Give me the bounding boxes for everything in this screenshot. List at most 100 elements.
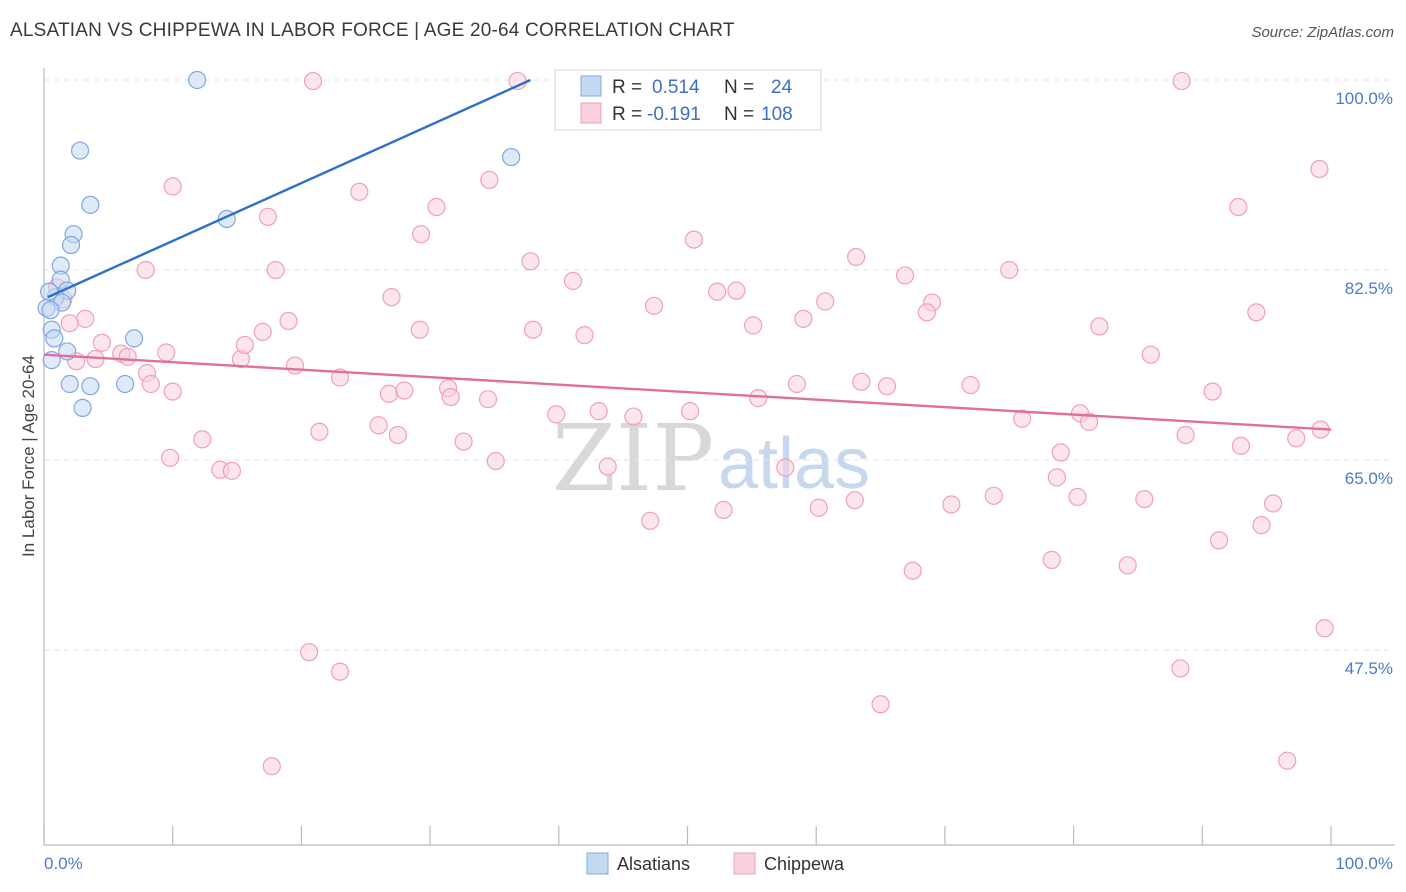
point-chippewa-31 bbox=[1090, 317, 1109, 336]
point-chippewa-58 bbox=[1079, 412, 1099, 432]
point-chippewa-35 bbox=[157, 343, 176, 362]
legend-label-alsatians: Alsatians bbox=[617, 854, 690, 874]
point-chippewa-62 bbox=[161, 448, 180, 467]
point-chippewa-30 bbox=[794, 309, 813, 328]
point-chippewa-8 bbox=[427, 197, 446, 217]
stats-n-label-chippewa: N = bbox=[724, 104, 754, 125]
point-chippewa-82 bbox=[300, 643, 319, 662]
stats-box: R = 0.514 N = 24 R = -0.191 N = 108 bbox=[554, 69, 822, 131]
point-chippewa-50 bbox=[680, 402, 700, 421]
point-chippewa-19 bbox=[727, 281, 746, 300]
point-chippewa-56 bbox=[1013, 409, 1032, 428]
trend-line-chippewa bbox=[43, 353, 1332, 431]
point-chippewa-84 bbox=[871, 695, 890, 714]
point-chippewa-0 bbox=[303, 71, 323, 91]
point-chippewa-81 bbox=[1315, 619, 1334, 638]
watermark-atlas: atlas bbox=[718, 424, 870, 504]
y-tick-label-0: 100.0% bbox=[1335, 89, 1393, 108]
point-chippewa-94 bbox=[1118, 556, 1137, 575]
stats-r-label-chippewa: R = bbox=[612, 104, 642, 125]
point-chippewa-20 bbox=[816, 292, 835, 311]
point-chippewa-4 bbox=[163, 177, 182, 196]
y-axis-label: In Labor Force | Age 20-64 bbox=[19, 355, 38, 557]
point-alsatians-22 bbox=[73, 398, 92, 417]
point-chippewa-25 bbox=[744, 316, 763, 335]
point-chippewa-71 bbox=[714, 500, 733, 520]
point-chippewa-40 bbox=[285, 356, 305, 375]
stats-swatch-chippewa bbox=[580, 102, 602, 124]
point-chippewa-9 bbox=[258, 207, 278, 226]
point-chippewa-49 bbox=[624, 407, 643, 426]
point-chippewa-93 bbox=[1042, 550, 1061, 569]
point-alsatians-6 bbox=[61, 235, 81, 255]
point-chippewa-76 bbox=[1068, 487, 1087, 507]
point-chippewa-45 bbox=[441, 387, 460, 407]
point-chippewa-55 bbox=[961, 375, 980, 395]
legend-swatch-chippewa bbox=[733, 852, 756, 875]
point-alsatians-0 bbox=[188, 70, 207, 90]
point-alsatians-3 bbox=[81, 195, 100, 214]
point-chippewa-51 bbox=[749, 389, 768, 408]
point-chippewa-10 bbox=[411, 225, 431, 244]
point-chippewa-105 bbox=[253, 322, 272, 341]
stats-r-label-alsatians: R = bbox=[612, 77, 642, 98]
point-alsatians-1 bbox=[70, 141, 90, 160]
point-chippewa-85 bbox=[1171, 659, 1190, 678]
y-tick-label-2: 65.0% bbox=[1345, 469, 1393, 488]
point-chippewa-54 bbox=[877, 377, 897, 396]
point-alsatians-13 bbox=[41, 301, 60, 320]
point-chippewa-29 bbox=[523, 320, 543, 339]
point-chippewa-78 bbox=[1209, 531, 1229, 550]
point-chippewa-59 bbox=[1203, 382, 1222, 401]
point-chippewa-53 bbox=[852, 372, 871, 391]
point-alsatians-19 bbox=[60, 374, 79, 394]
point-chippewa-38 bbox=[163, 382, 182, 401]
point-chippewa-48 bbox=[589, 402, 608, 421]
point-chippewa-83 bbox=[330, 662, 350, 681]
point-chippewa-24 bbox=[1247, 303, 1266, 322]
point-chippewa-12 bbox=[846, 247, 866, 267]
point-chippewa-88 bbox=[1176, 425, 1195, 445]
stats-swatch-alsatians bbox=[580, 75, 602, 97]
point-chippewa-102 bbox=[60, 314, 79, 333]
point-chippewa-65 bbox=[369, 416, 388, 435]
point-chippewa-42 bbox=[379, 384, 399, 403]
point-chippewa-15 bbox=[266, 260, 285, 280]
point-chippewa-107 bbox=[235, 335, 254, 355]
x-tick-label-end: 100.0% bbox=[1335, 854, 1393, 873]
point-chippewa-6 bbox=[480, 170, 499, 189]
point-chippewa-64 bbox=[310, 422, 329, 441]
point-chippewa-80 bbox=[1263, 494, 1283, 513]
stats-n-value-alsatians: 24 bbox=[771, 77, 793, 98]
point-chippewa-69 bbox=[598, 457, 617, 476]
point-chippewa-2 bbox=[1172, 71, 1191, 91]
point-chippewa-18 bbox=[563, 271, 583, 290]
point-alsatians-2 bbox=[502, 147, 521, 167]
legend-swatch-alsatians bbox=[586, 852, 609, 875]
point-chippewa-106 bbox=[279, 311, 298, 331]
point-chippewa-23 bbox=[917, 303, 936, 322]
point-chippewa-27 bbox=[382, 288, 401, 307]
point-chippewa-98 bbox=[76, 309, 95, 328]
point-chippewa-87 bbox=[1278, 751, 1297, 770]
point-chippewa-91 bbox=[845, 491, 864, 510]
y-tick-labels: 100.0% 82.5% 65.0% 47.5% bbox=[1335, 89, 1393, 678]
point-chippewa-99 bbox=[118, 347, 137, 366]
stats-n-value-chippewa: 108 bbox=[761, 104, 793, 125]
x-ticks bbox=[43, 826, 1332, 845]
point-chippewa-46 bbox=[478, 390, 498, 409]
point-chippewa-90 bbox=[776, 458, 795, 477]
point-chippewa-52 bbox=[787, 374, 806, 394]
point-chippewa-79 bbox=[1252, 516, 1271, 535]
point-chippewa-22 bbox=[644, 296, 664, 315]
point-chippewa-96 bbox=[193, 430, 212, 449]
point-alsatians-20 bbox=[81, 377, 100, 396]
point-chippewa-5 bbox=[350, 182, 369, 201]
point-chippewa-72 bbox=[809, 498, 828, 517]
point-chippewa-73 bbox=[942, 495, 961, 514]
point-chippewa-92 bbox=[903, 561, 922, 580]
point-chippewa-47 bbox=[547, 405, 566, 424]
point-alsatians-21 bbox=[115, 374, 135, 394]
point-chippewa-61 bbox=[1231, 436, 1251, 455]
point-alsatians-16 bbox=[124, 329, 144, 348]
